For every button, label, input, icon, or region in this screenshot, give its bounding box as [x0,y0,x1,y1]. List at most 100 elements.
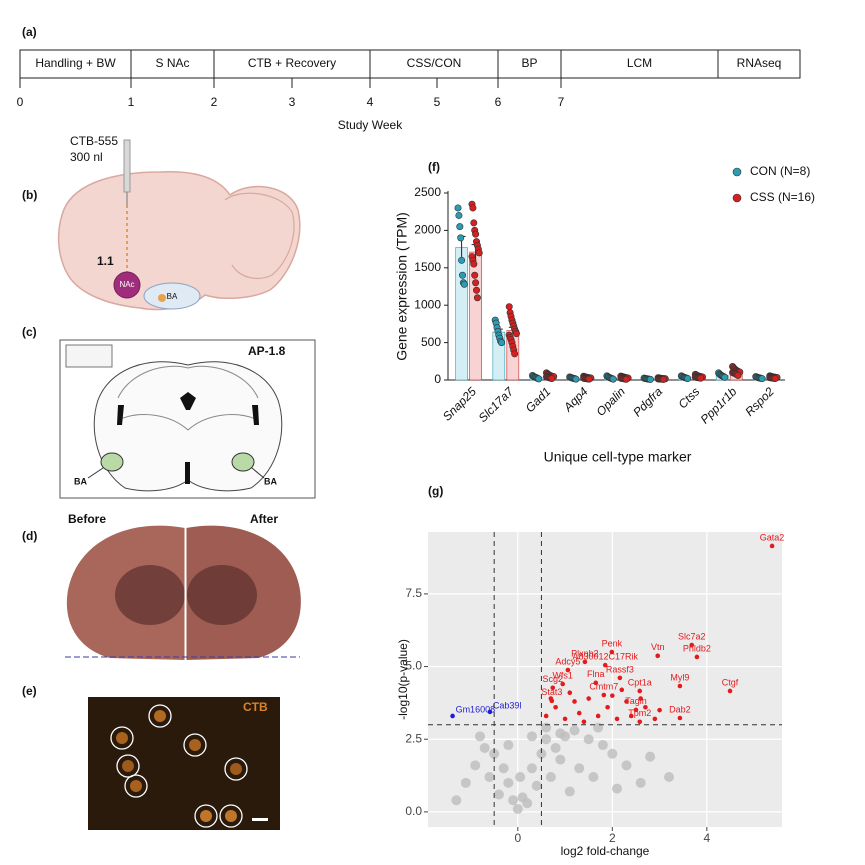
x-tick-label: 0 [514,831,521,845]
data-point [622,375,630,383]
annotation: AP-1.8 [248,344,286,358]
cell [122,760,134,772]
data-point [451,795,462,806]
point-label: Rassf3 [606,664,634,674]
ventricle [252,405,259,425]
data-point [458,256,466,264]
data-point [572,699,577,704]
data-point [576,710,582,716]
x-tick-label: Ctss [675,384,702,411]
data-point [645,751,656,762]
data-point [633,707,639,713]
point-label: Ctgf [722,677,739,687]
data-point [602,662,608,668]
bar [469,251,482,381]
data-point [574,763,585,774]
data-point [470,219,478,227]
timeline-segment [560,49,719,79]
x-axis-label: Unique cell-type marker [544,449,692,465]
data-point [553,704,558,710]
data-point [694,654,700,660]
scale-bar [252,818,268,821]
panel-label: (f) [428,160,440,174]
timeline-label: CTB + Recovery [248,56,336,70]
data-point [479,742,490,753]
data-point [498,339,506,347]
data-point [531,780,542,791]
data-point [457,234,465,242]
y-tick-label: 2500 [414,185,441,199]
data-point [621,760,632,771]
data-point [459,271,467,279]
nac [113,271,141,299]
data-point [652,716,658,722]
data-point [567,690,573,696]
ventricle [180,392,196,410]
data-point [550,742,561,753]
data-point [614,716,620,722]
data-point [522,798,533,809]
data-point [734,372,742,380]
data-point [489,748,500,759]
data-point [560,681,565,687]
legend-swatch [732,167,742,177]
data-point [585,375,593,383]
data-point [605,704,610,710]
x-tick-label: Gad1 [523,384,554,415]
data-point [619,687,625,693]
cerebellum [224,192,295,279]
data-point [697,374,705,382]
cell [130,780,142,792]
data-point [455,211,463,219]
data-point [758,375,766,383]
timeline-segment [213,49,371,79]
cell [225,810,237,822]
y-tick-label: 1500 [414,260,441,274]
data-point [601,692,607,698]
data-point [548,696,554,701]
annotation: 1.1 [97,254,114,268]
data-point [454,204,462,212]
cell-circle [110,726,134,750]
data-point [512,803,523,814]
y-tick-label: 500 [421,335,441,349]
data-point [460,777,471,788]
volcano-chart: 0.0 2.5 5.0 7.5 0 2 4 log2 fold-change -log10(p-… [396,532,784,858]
timeline-segment [497,49,562,79]
data-point [562,716,568,722]
x-tick-label: 4 [704,831,711,845]
timeline-label: LCM [627,56,652,70]
y-tick-label: 2000 [414,223,441,237]
data-point [470,260,478,268]
legend-swatch [732,193,742,203]
timeline-tick-label: 3 [289,95,296,109]
data-point [684,375,692,383]
data-point [572,375,580,383]
x-tick-label: Rspo2 [742,384,777,419]
x-tick-label: Ppp1r1b [698,384,740,426]
data-point [689,642,695,648]
data-point [565,667,571,673]
timeline-segment [130,49,215,79]
data-point [555,728,566,739]
data-point [638,696,643,701]
data-point [469,204,477,212]
section-lines [117,365,259,431]
y-tick-label: 0 [434,372,441,386]
x-tick-label: Opalin [593,384,628,419]
y-axis-label: -log10(p-value) [396,639,410,720]
annotation: 300 nl [70,150,103,164]
data-point [508,795,519,806]
micrograph [88,697,280,830]
cell-circle [219,804,243,828]
timeline-segment [717,49,801,79]
data-point [470,760,481,771]
panel-label: (d) [22,529,37,543]
x-tick-label: Snap25 [440,384,479,423]
point-label: Plxnb2 [571,648,599,658]
data-point [635,777,646,788]
point-label: Adcy5 [555,656,580,666]
timeline-segment [19,49,132,79]
data-point [637,719,643,725]
data-point [498,763,509,774]
